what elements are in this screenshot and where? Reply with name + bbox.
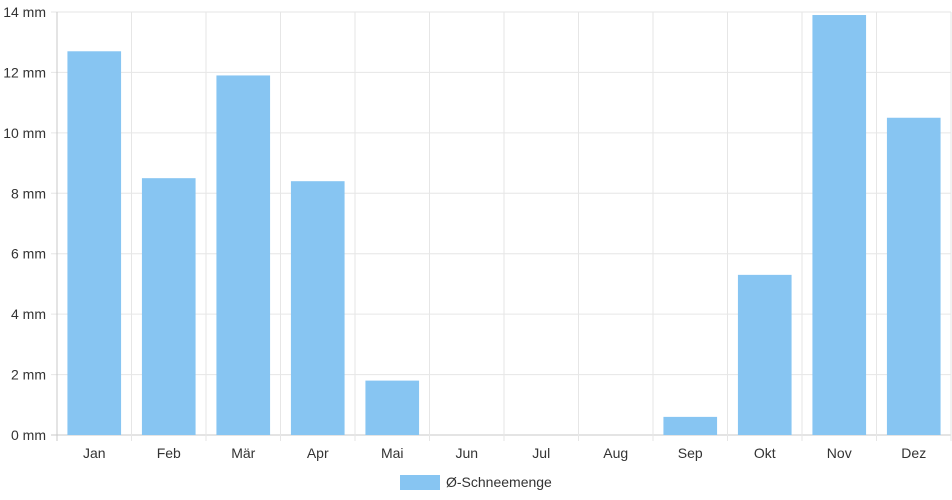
bar-feb[interactable] [141,178,196,435]
y-tick-label: 12 mm [3,64,46,80]
x-tick-label: Feb [157,445,181,461]
legend-label-snow[interactable]: Ø-Schneemenge [446,474,552,490]
y-tick-label: 10 mm [3,125,46,141]
legend[interactable]: Ø-Schneemenge [400,474,552,490]
y-tick-label: 2 mm [11,367,46,383]
y-tick-label: 0 mm [11,427,46,443]
x-tick-label: Mai [381,445,404,461]
bar-sep[interactable] [663,416,718,435]
bar-jan[interactable] [67,51,122,436]
bar-mär[interactable] [216,75,271,435]
y-axis: 0 mm 2 mm 4 mm 6 mm 8 mm 10 mm 12 mm 14 mm [3,4,46,443]
bars [67,15,941,436]
legend-swatch[interactable] [400,475,440,490]
bar-okt[interactable] [737,274,792,435]
x-tick-label: Nov [827,445,852,461]
y-tick-label: 6 mm [11,246,46,262]
x-tick-label: Aug [603,445,628,461]
x-tick-label: Jul [532,445,550,461]
bar-mai[interactable] [365,380,420,435]
bar-dez[interactable] [886,117,941,435]
x-tick-label: Jun [455,445,478,461]
x-tick-label: Dez [901,445,926,461]
bar-nov[interactable] [812,15,867,436]
grid [51,11,952,441]
y-tick-label: 14 mm [3,4,46,20]
y-tick-label: 8 mm [11,185,46,201]
x-tick-label: Okt [754,445,776,461]
x-tick-label: Apr [307,445,329,461]
x-tick-label: Jan [83,445,106,461]
x-tick-label: Sep [678,445,703,461]
y-tick-label: 4 mm [11,306,46,322]
x-tick-label: Mär [231,445,255,461]
bar-apr[interactable] [290,181,345,435]
x-axis: Jan Feb Mär Apr Mai Jun Jul Aug Sep Okt Nov Dez [83,445,926,461]
